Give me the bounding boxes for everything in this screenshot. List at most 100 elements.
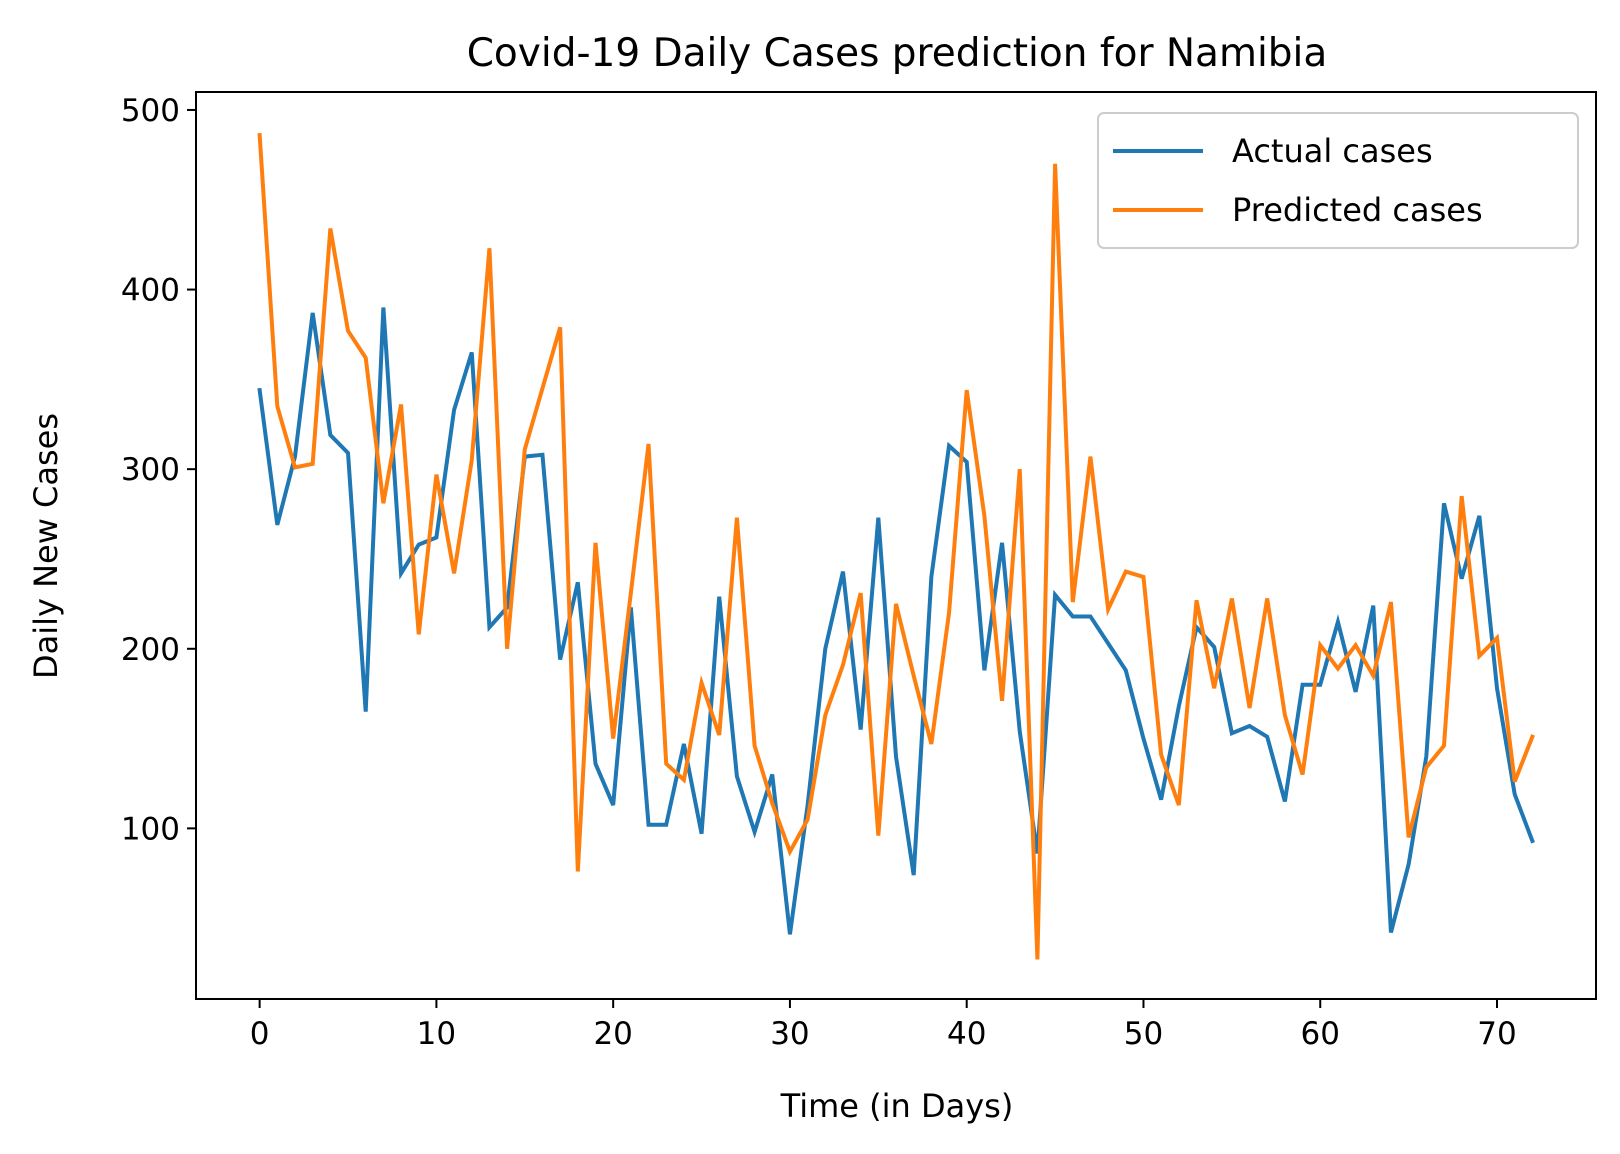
data-point-predicted-cases bbox=[1141, 575, 1145, 579]
data-point-actual-cases bbox=[558, 658, 562, 662]
legend-box bbox=[1097, 112, 1579, 249]
data-point-actual-cases bbox=[929, 575, 933, 579]
data-point-predicted-cases bbox=[381, 501, 385, 505]
data-point-actual-cases bbox=[1477, 514, 1481, 518]
data-point-predicted-cases bbox=[647, 442, 651, 446]
data-point-actual-cases bbox=[1141, 737, 1145, 741]
data-point-predicted-cases bbox=[470, 458, 474, 462]
x-tick-label: 50 bbox=[1124, 1016, 1163, 1052]
data-point-predicted-cases bbox=[434, 473, 438, 477]
x-tick-label: 70 bbox=[1477, 1016, 1516, 1052]
data-point-predicted-cases bbox=[1442, 744, 1446, 748]
data-point-predicted-cases bbox=[1283, 713, 1287, 717]
x-tick-label: 20 bbox=[593, 1016, 632, 1052]
data-point-predicted-cases bbox=[1460, 494, 1464, 498]
data-point-actual-cases bbox=[753, 830, 757, 834]
data-point-predicted-cases bbox=[1407, 835, 1411, 839]
data-point-actual-cases bbox=[540, 453, 544, 457]
series-line-predicted-cases bbox=[257, 132, 1535, 960]
data-point-actual-cases bbox=[664, 823, 668, 827]
data-point-actual-cases bbox=[346, 451, 350, 455]
data-point-actual-cases bbox=[735, 774, 739, 778]
data-point-actual-cases bbox=[1159, 798, 1163, 802]
y-tick-label: 400 bbox=[121, 273, 180, 309]
data-point-actual-cases bbox=[894, 755, 898, 759]
data-point-actual-cases bbox=[258, 388, 262, 392]
data-point-predicted-cases bbox=[841, 663, 845, 667]
x-tick-label: 40 bbox=[947, 1016, 986, 1052]
data-point-actual-cases bbox=[1212, 645, 1216, 649]
data-point-predicted-cases bbox=[753, 744, 757, 748]
data-point-predicted-cases bbox=[717, 733, 721, 737]
data-point-actual-cases bbox=[1354, 690, 1358, 694]
data-point-actual-cases bbox=[1301, 683, 1305, 687]
data-point-predicted-cases bbox=[1106, 607, 1110, 611]
data-point-actual-cases bbox=[682, 742, 686, 746]
x-tick-label: 0 bbox=[250, 1016, 270, 1052]
plot-area bbox=[257, 132, 1535, 960]
data-point-actual-cases bbox=[1318, 683, 1322, 687]
data-point-predicted-cases bbox=[452, 571, 456, 575]
data-point-predicted-cases bbox=[311, 462, 315, 466]
data-point-predicted-cases bbox=[576, 869, 580, 873]
data-point-predicted-cases bbox=[912, 674, 916, 678]
data-point-predicted-cases bbox=[1513, 780, 1517, 784]
data-point-predicted-cases bbox=[1248, 706, 1252, 710]
data-point-predicted-cases bbox=[505, 647, 509, 651]
data-point-actual-cases bbox=[1424, 755, 1428, 759]
data-point-actual-cases bbox=[1230, 731, 1234, 735]
data-point-actual-cases bbox=[912, 873, 916, 877]
data-point-actual-cases bbox=[876, 516, 880, 520]
data-point-predicted-cases bbox=[258, 133, 262, 137]
data-point-predicted-cases bbox=[558, 325, 562, 329]
data-point-predicted-cases bbox=[664, 762, 668, 766]
data-point-predicted-cases bbox=[1318, 643, 1322, 647]
data-point-actual-cases bbox=[1283, 799, 1287, 803]
data-point-predicted-cases bbox=[1000, 699, 1004, 703]
data-point-predicted-cases bbox=[894, 602, 898, 606]
data-point-predicted-cases bbox=[965, 388, 969, 392]
data-point-actual-cases bbox=[1530, 839, 1534, 843]
y-axis: 100 200 300 400 500 bbox=[121, 93, 196, 847]
data-point-actual-cases bbox=[1371, 604, 1375, 608]
data-point-predicted-cases bbox=[1265, 596, 1269, 600]
x-axis-label: Time (in Days) bbox=[780, 1087, 1014, 1125]
data-point-actual-cases bbox=[1336, 620, 1340, 624]
data-point-actual-cases bbox=[364, 710, 368, 714]
data-point-actual-cases bbox=[1407, 862, 1411, 866]
data-point-predicted-cases bbox=[523, 447, 527, 451]
data-point-predicted-cases bbox=[1230, 596, 1234, 600]
data-point-actual-cases bbox=[1513, 792, 1517, 796]
data-point-predicted-cases bbox=[1124, 570, 1128, 574]
data-point-actual-cases bbox=[1053, 593, 1057, 597]
data-point-predicted-cases bbox=[1018, 467, 1022, 471]
data-point-predicted-cases bbox=[328, 227, 332, 231]
data-point-predicted-cases bbox=[611, 737, 615, 741]
data-point-predicted-cases bbox=[735, 516, 739, 520]
legend: Actual cases Predicted cases bbox=[1097, 112, 1579, 249]
y-axis-label: Daily New Cases bbox=[27, 413, 65, 679]
y-tick-label: 100 bbox=[121, 811, 180, 847]
data-point-actual-cases bbox=[1018, 729, 1022, 733]
data-point-actual-cases bbox=[576, 580, 580, 584]
data-point-predicted-cases bbox=[806, 817, 810, 821]
legend-label-predicted: Predicted cases bbox=[1232, 191, 1483, 229]
x-tick-label: 30 bbox=[770, 1016, 809, 1052]
data-point-predicted-cases bbox=[1212, 686, 1216, 690]
data-point-actual-cases bbox=[859, 728, 863, 732]
data-point-predicted-cases bbox=[1495, 636, 1499, 640]
data-point-actual-cases bbox=[381, 306, 385, 310]
legend-label-actual: Actual cases bbox=[1232, 132, 1433, 170]
data-point-actual-cases bbox=[841, 570, 845, 574]
data-point-actual-cases bbox=[947, 444, 951, 448]
data-point-actual-cases bbox=[1071, 614, 1075, 618]
data-point-predicted-cases bbox=[947, 611, 951, 615]
data-point-actual-cases bbox=[700, 832, 704, 836]
data-point-predicted-cases bbox=[859, 591, 863, 595]
data-point-actual-cases bbox=[399, 571, 403, 575]
data-point-predicted-cases bbox=[929, 742, 933, 746]
data-point-predicted-cases bbox=[1371, 674, 1375, 678]
data-point-actual-cases bbox=[982, 668, 986, 672]
chart-title: Covid-19 Daily Cases prediction for Nami… bbox=[467, 31, 1328, 76]
